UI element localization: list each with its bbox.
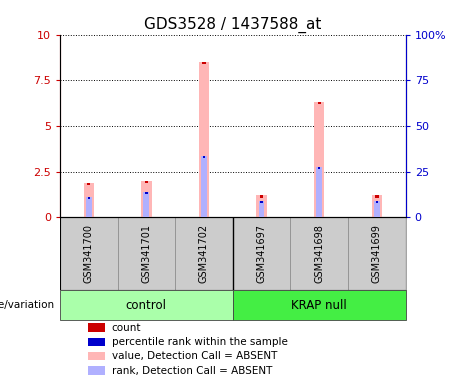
Text: rank, Detection Call = ABSENT: rank, Detection Call = ABSENT bbox=[112, 366, 272, 376]
Bar bbox=[233, 290, 406, 320]
Bar bbox=[87, 183, 90, 185]
Text: control: control bbox=[126, 299, 167, 312]
Bar bbox=[60, 290, 233, 320]
Bar bbox=[88, 366, 105, 375]
Text: GSM341699: GSM341699 bbox=[372, 224, 382, 283]
Text: percentile rank within the sample: percentile rank within the sample bbox=[112, 337, 288, 347]
Bar bbox=[83, 183, 94, 217]
Text: GSM341701: GSM341701 bbox=[142, 224, 151, 283]
Bar bbox=[143, 192, 149, 217]
Bar bbox=[88, 338, 105, 346]
Bar bbox=[376, 201, 378, 203]
Bar bbox=[175, 217, 233, 290]
Bar bbox=[314, 102, 325, 217]
Bar bbox=[260, 201, 263, 203]
Bar bbox=[88, 323, 105, 332]
Bar bbox=[199, 62, 209, 217]
Text: value, Detection Call = ABSENT: value, Detection Call = ABSENT bbox=[112, 351, 277, 361]
Bar bbox=[318, 167, 320, 169]
Bar bbox=[374, 201, 380, 217]
Bar bbox=[201, 156, 207, 217]
Bar bbox=[259, 201, 265, 217]
Bar bbox=[256, 195, 267, 217]
Text: GSM341697: GSM341697 bbox=[257, 224, 266, 283]
Bar bbox=[88, 352, 105, 361]
Bar bbox=[118, 217, 175, 290]
Bar bbox=[203, 156, 205, 158]
Text: GSM341702: GSM341702 bbox=[199, 224, 209, 283]
Bar bbox=[375, 195, 378, 198]
Title: GDS3528 / 1437588_at: GDS3528 / 1437588_at bbox=[144, 17, 321, 33]
Bar bbox=[233, 217, 290, 290]
Bar bbox=[145, 181, 148, 183]
Text: genotype/variation: genotype/variation bbox=[0, 300, 54, 310]
Bar bbox=[141, 181, 152, 217]
Bar bbox=[86, 197, 92, 217]
Bar bbox=[316, 167, 322, 217]
Bar bbox=[145, 192, 148, 194]
Bar bbox=[260, 195, 263, 198]
Text: KRAP null: KRAP null bbox=[291, 299, 347, 312]
Bar bbox=[60, 217, 118, 290]
Bar bbox=[88, 197, 90, 199]
Text: GSM341698: GSM341698 bbox=[314, 224, 324, 283]
Text: GSM341700: GSM341700 bbox=[84, 224, 94, 283]
Bar bbox=[372, 195, 382, 217]
Bar bbox=[348, 217, 406, 290]
Bar bbox=[318, 102, 321, 104]
Bar bbox=[290, 217, 348, 290]
Text: count: count bbox=[112, 323, 141, 333]
Bar bbox=[202, 62, 206, 64]
